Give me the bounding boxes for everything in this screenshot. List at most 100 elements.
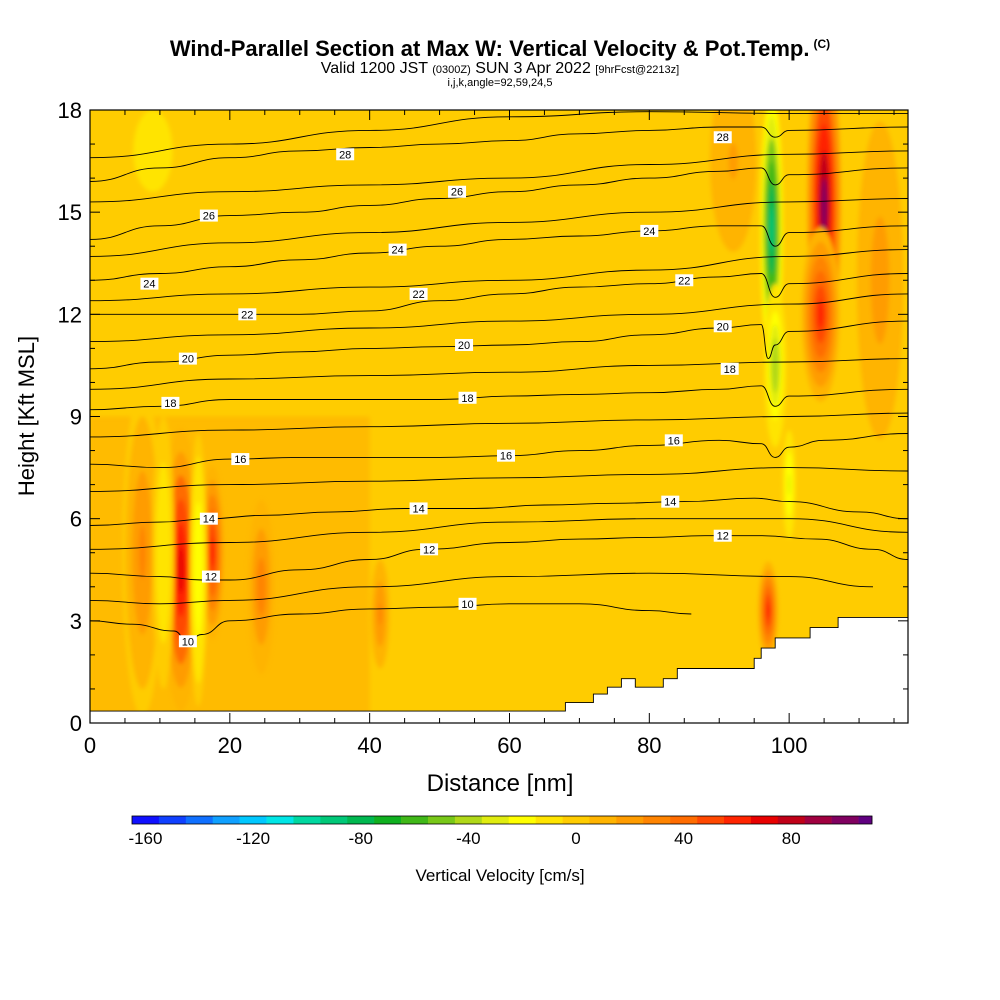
colorbar-swatch [428, 816, 456, 824]
contour-label: 24 [388, 243, 407, 257]
colorbar-swatch [535, 816, 563, 824]
colorbar-tick-label: -120 [236, 829, 270, 848]
contour-label-box [664, 434, 683, 447]
contour-label-text: 16 [668, 435, 680, 447]
contour-label-text: 22 [241, 309, 253, 321]
contour-label-text: 12 [423, 544, 435, 556]
downdraft-cell [152, 416, 175, 689]
contour-label-box [640, 224, 659, 237]
y-axis-label: Height [Kft MSL] [14, 336, 39, 496]
isentrope-26 [90, 167, 908, 240]
isentrope-18 [90, 385, 908, 411]
contour-label-box [201, 570, 220, 583]
valid-time-line: Valid 1200 JST (0300Z) SUN 3 Apr 2022 [9… [320, 60, 680, 77]
colorbar-swatch [724, 816, 752, 824]
colorbar-tick-label: 40 [674, 829, 693, 848]
contour-label: 26 [448, 185, 467, 199]
contour-label-text: 26 [203, 211, 215, 223]
isentrope-28 [90, 126, 908, 182]
contour-label-text: 24 [643, 226, 655, 238]
contour-label-text: 22 [678, 275, 690, 287]
isentrope-intermediate [90, 198, 908, 257]
contour-label: 18 [161, 396, 180, 410]
contour-label: 24 [140, 277, 159, 291]
contour-label-box [713, 320, 732, 333]
y-tick-label: 12 [58, 302, 82, 327]
contour-label: 22 [238, 308, 257, 321]
downdraft-contour-band [769, 206, 774, 252]
isentrope-intermediate [90, 111, 908, 159]
colorbar-swatch [132, 816, 160, 824]
y-tick-label: 18 [58, 98, 82, 123]
contour-label: 16 [664, 434, 683, 447]
contour-label: 22 [675, 274, 694, 287]
colorbar-swatch [212, 816, 240, 824]
terrain-profile [90, 616, 908, 723]
updraft-cell [801, 227, 840, 402]
contour-label-text: 20 [717, 321, 729, 333]
y-tick-label: 15 [58, 200, 82, 225]
grid-indices-line: i,j,k,angle=92,59,24,5 [447, 77, 553, 89]
isentrope-20 [90, 320, 908, 370]
contour-label-text: 16 [500, 451, 512, 463]
contour-label-box [231, 453, 250, 466]
contour-label: 16 [496, 449, 515, 463]
contour-label-text: 10 [182, 636, 194, 648]
contour-label-text: 14 [664, 497, 676, 509]
colorbar-swatch [347, 816, 375, 824]
contour-label: 20 [713, 320, 732, 333]
contour-label-box [178, 352, 197, 365]
contour-label: 20 [178, 352, 197, 366]
contour-label-text: 26 [451, 187, 463, 199]
colorbar-tick-label: -40 [456, 829, 481, 848]
colorbar-tick-label: -80 [348, 829, 373, 848]
x-tick-label: 60 [497, 733, 521, 758]
contour-label-text: 28 [339, 149, 351, 161]
contour-label-text: 12 [717, 531, 729, 543]
x-tick-label: 100 [771, 733, 808, 758]
isentrope-intermediate [90, 150, 908, 203]
downdraft-cell [781, 419, 797, 550]
contour-label: 26 [199, 209, 218, 223]
downdraft-cell [189, 433, 208, 706]
isentrope-10 [90, 603, 692, 642]
colorbar-swatch [508, 816, 536, 824]
contour-label-box [458, 391, 477, 404]
downdraft-contour-band [787, 473, 791, 496]
colorbar: -160 -120 -80 -40 0 40 80 [128, 815, 873, 848]
colorbar-swatch [401, 816, 429, 824]
downdraft-contour-band [196, 547, 200, 593]
isentrope-intermediate [90, 412, 908, 438]
contour-label-text: 16 [234, 454, 246, 466]
contour-label-box [388, 243, 407, 256]
colorbar-frame [131, 815, 873, 825]
contour-label-text: 12 [205, 572, 217, 584]
updraft-contour-band [875, 248, 885, 313]
contour-label-box [458, 597, 477, 610]
isentrope-24 [90, 225, 908, 281]
isentrope-intermediate [90, 358, 908, 390]
updraft-contour-band [259, 572, 264, 602]
colorbar-swatch [616, 816, 644, 824]
colorbar-label: Vertical Velocity [cm/s] [415, 866, 584, 885]
colorbar-swatch [670, 816, 698, 824]
updraft-cell [122, 389, 163, 717]
x-axis-label: Distance [nm] [427, 770, 574, 797]
updraft-contour-band [817, 299, 824, 329]
downdraft-contour-band [146, 137, 160, 165]
updraft-contour-band [728, 142, 738, 180]
colorbar-swatch [481, 816, 510, 824]
contour-label: 18 [458, 391, 477, 405]
y-tick-label: 3 [70, 609, 82, 634]
contour-label: 10 [178, 635, 197, 648]
colorbar-swatch [266, 816, 294, 824]
contour-label: 12 [713, 529, 732, 543]
contour-label-box [178, 635, 197, 648]
contour-label-text: 20 [182, 354, 194, 366]
contour-label: 28 [713, 131, 732, 144]
contour-label-box [238, 308, 257, 321]
updraft-cell [758, 561, 779, 660]
contour-label-box [336, 148, 355, 161]
terrain-mask [90, 616, 908, 723]
updraft-cell [247, 499, 275, 674]
